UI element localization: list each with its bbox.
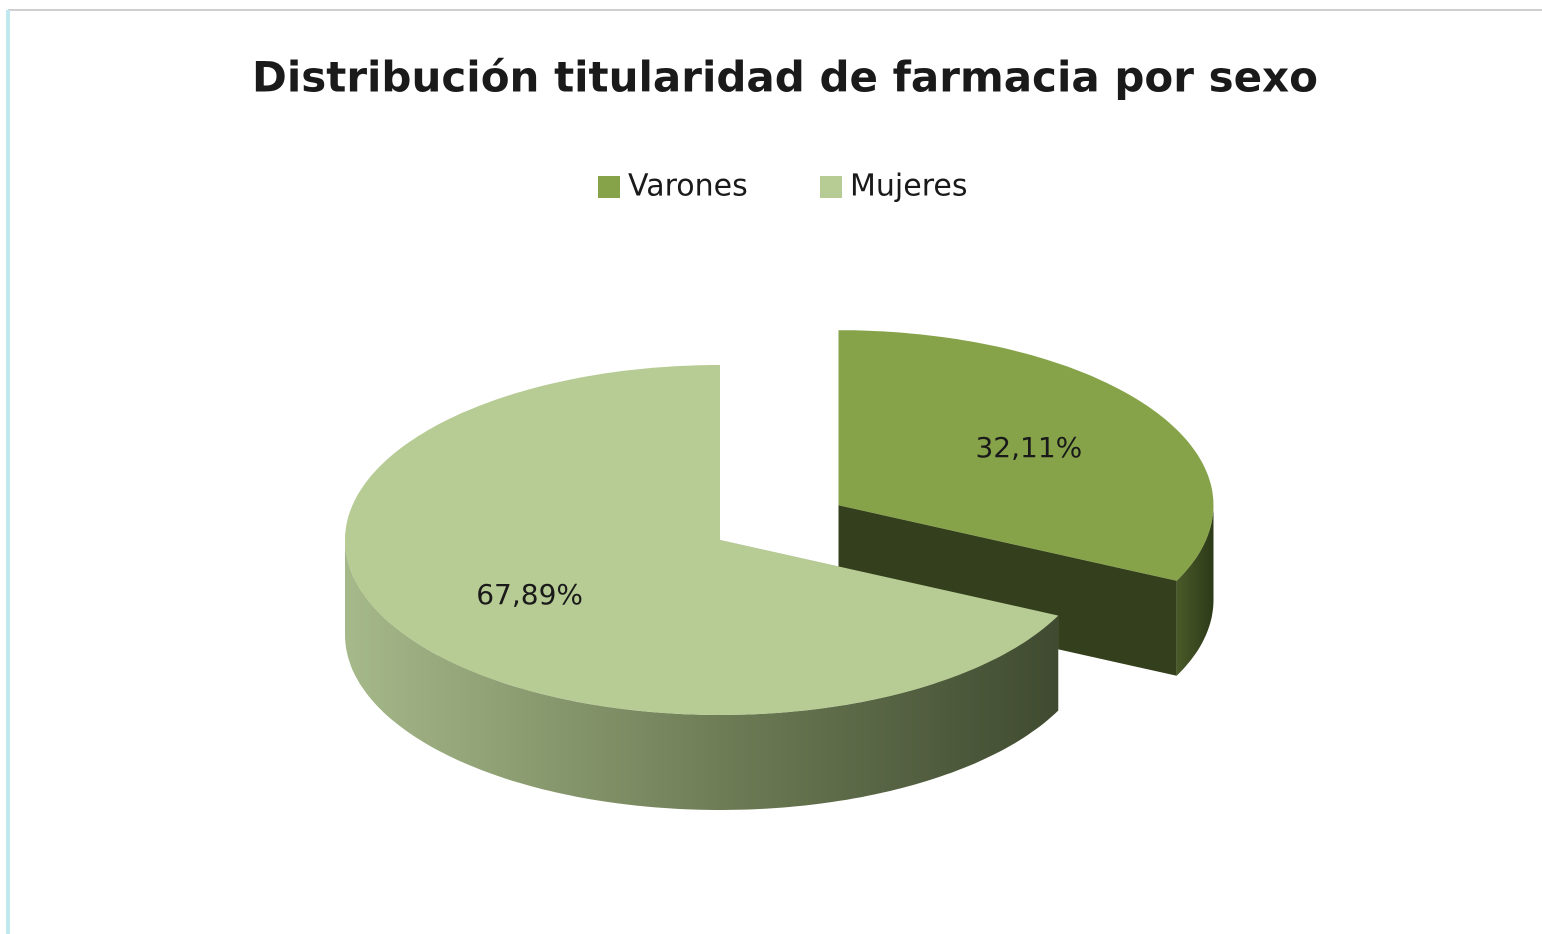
- slice-tops: [345, 330, 1214, 715]
- legend-swatch: [598, 176, 620, 198]
- chart-title: Distribución titularidad de farmacia por…: [252, 53, 1318, 102]
- slice-side: [345, 540, 1059, 810]
- legend-label: Varones: [628, 169, 748, 204]
- slice-wall: [838, 505, 1177, 676]
- data-label: 32,11%: [975, 431, 1082, 464]
- legend-swatch: [820, 176, 842, 198]
- slice-side: [1176, 505, 1214, 676]
- legend-label: Mujeres: [850, 169, 967, 204]
- slice: [345, 365, 1059, 715]
- data-labels: 32,11% 67,89%: [476, 431, 1082, 611]
- data-label: 67,89%: [476, 578, 583, 611]
- legend: Varones Mujeres: [598, 169, 967, 204]
- slice: [838, 330, 1214, 581]
